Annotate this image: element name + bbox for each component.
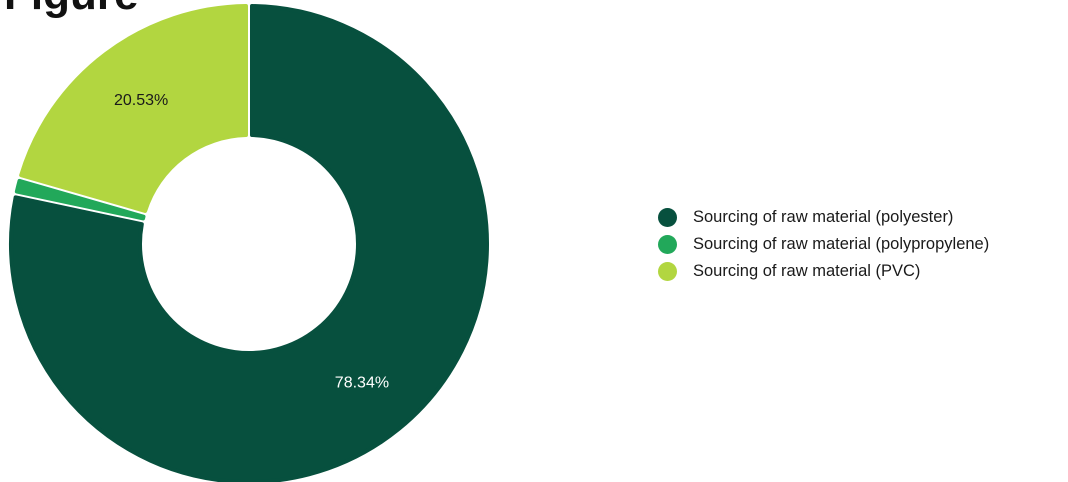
chart-title: Figure — [4, 0, 138, 20]
donut-chart: 78.34% 20.53% — [9, 4, 489, 482]
legend-item-polyester[interactable]: Sourcing of raw material (polyester) — [658, 204, 989, 231]
slice-pvc[interactable] — [19, 4, 248, 213]
legend-swatch-pvc — [658, 262, 677, 281]
legend-swatch-polypropylene — [658, 235, 677, 254]
legend-label-polypropylene: Sourcing of raw material (polypropylene) — [693, 235, 990, 253]
legend-label-polyester: Sourcing of raw material (polyester) — [693, 208, 954, 226]
legend-label-pvc: Sourcing of raw material (PVC) — [693, 262, 921, 280]
slice-label-pvc: 20.53% — [114, 92, 168, 109]
legend-item-pvc[interactable]: Sourcing of raw material (PVC) — [658, 258, 989, 285]
slice-polypropylene[interactable] — [14, 178, 146, 221]
legend: Sourcing of raw material (polyester) Sou… — [658, 204, 989, 285]
slice-polyester[interactable] — [9, 4, 489, 482]
legend-item-polypropylene[interactable]: Sourcing of raw material (polypropylene) — [658, 231, 989, 258]
slice-label-polyester: 78.34% — [335, 375, 389, 392]
legend-swatch-polyester — [658, 208, 677, 227]
